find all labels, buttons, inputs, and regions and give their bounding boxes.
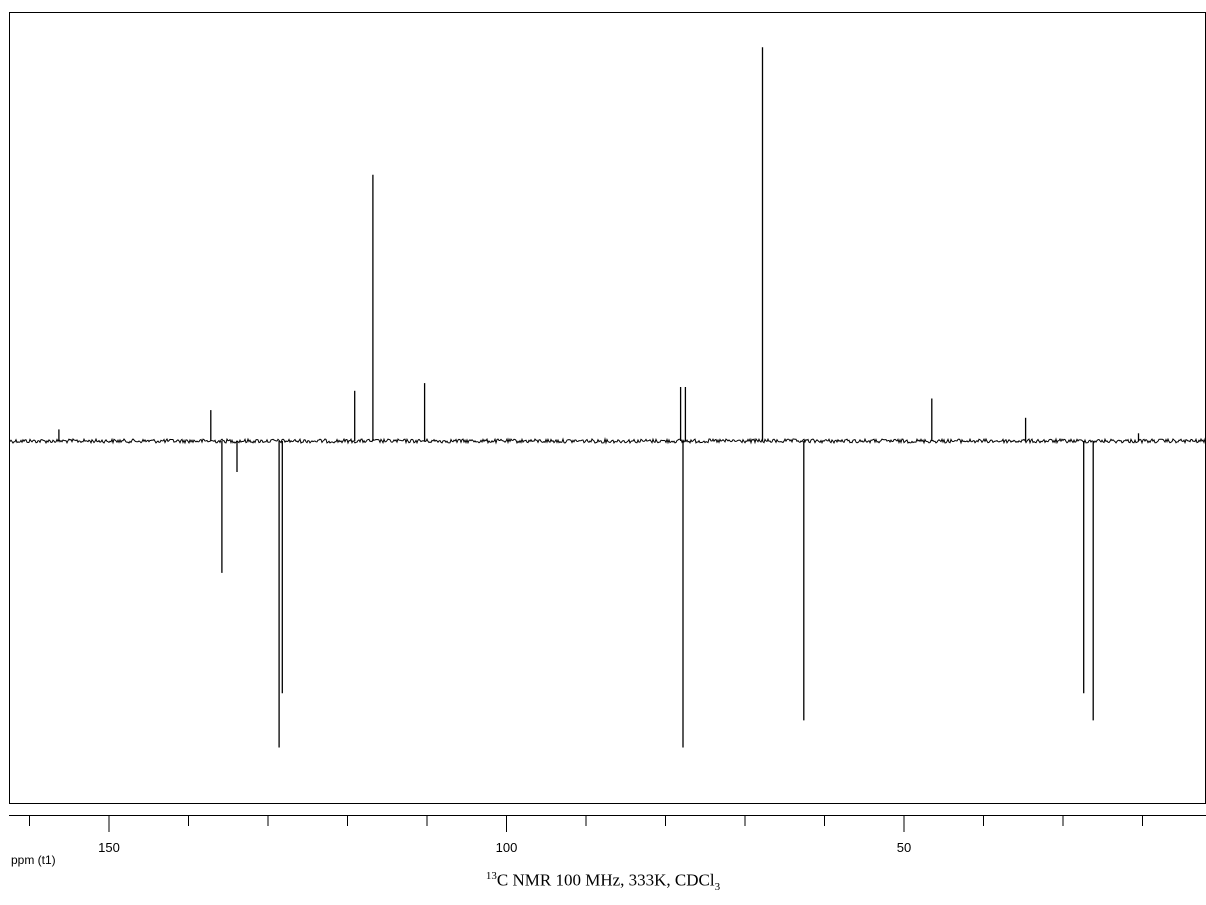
spectrum-layer bbox=[9, 47, 1206, 748]
caption-isotope-mass: 13 bbox=[485, 870, 497, 882]
x-axis-label: ppm (t1) bbox=[11, 853, 56, 867]
plot-frame bbox=[9, 12, 1206, 804]
caption-subscript: 3 bbox=[714, 881, 721, 894]
x-axis-ticks: 150 100 50 bbox=[29, 815, 1143, 855]
caption-text: C NMR 100 MHz, 333K, CDCl bbox=[496, 870, 715, 890]
x-tick-label: 150 bbox=[98, 840, 120, 855]
x-tick-label: 50 bbox=[897, 840, 911, 855]
x-tick-label: 100 bbox=[496, 840, 518, 855]
spectrum-baseline bbox=[9, 437, 1206, 445]
spectrum-caption: 13C NMR 100 MHz, 333K, CDCl3 bbox=[0, 870, 1206, 904]
